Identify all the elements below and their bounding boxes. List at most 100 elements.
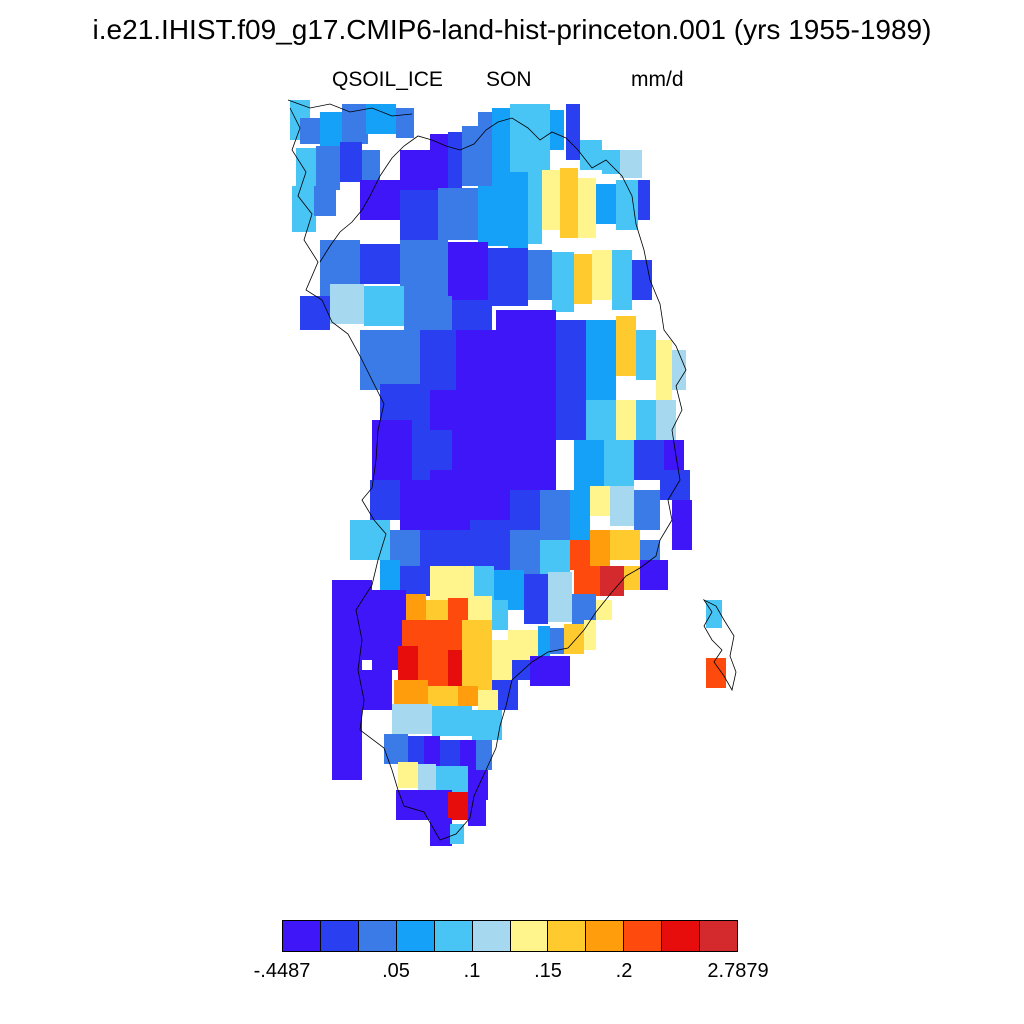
map-cell bbox=[400, 240, 448, 296]
map-cell bbox=[430, 470, 470, 530]
map-cell bbox=[596, 184, 616, 224]
map-cell bbox=[550, 110, 564, 150]
map-cell bbox=[556, 320, 586, 440]
map-cell bbox=[660, 470, 690, 500]
plot-title: i.e21.IHIST.f09_g17.CMIP6-land-hist-prin… bbox=[92, 14, 932, 45]
map-cell bbox=[706, 658, 726, 688]
map-cell bbox=[360, 330, 420, 390]
coastline-west bbox=[289, 107, 687, 841]
map-cell bbox=[384, 734, 408, 764]
map-cell bbox=[634, 440, 664, 480]
map-cell bbox=[570, 490, 590, 550]
map-cell bbox=[316, 146, 340, 190]
map-cell bbox=[620, 150, 642, 178]
map-cell bbox=[672, 350, 686, 390]
map-cell bbox=[360, 244, 400, 284]
map-cell bbox=[392, 704, 432, 734]
map-cell bbox=[372, 420, 412, 480]
map-cell bbox=[478, 112, 492, 188]
map-cell bbox=[624, 566, 640, 590]
units-label: mm/d bbox=[631, 68, 684, 91]
map-cell bbox=[332, 580, 372, 660]
map-cell bbox=[362, 150, 380, 180]
map-cell bbox=[458, 686, 478, 706]
map-cell bbox=[550, 628, 564, 654]
map-cell bbox=[538, 626, 550, 656]
map-cell bbox=[332, 660, 362, 780]
map-cell bbox=[616, 400, 636, 450]
colorbar bbox=[282, 920, 738, 952]
map-cell bbox=[400, 150, 430, 190]
map-cell bbox=[472, 710, 502, 740]
colorbar-swatch-0 bbox=[283, 921, 321, 951]
map-cell bbox=[706, 600, 722, 628]
map-cell bbox=[542, 170, 560, 230]
map-cell bbox=[448, 792, 468, 820]
map-cell bbox=[408, 736, 424, 766]
map-cell bbox=[340, 142, 362, 182]
map-cell bbox=[574, 254, 592, 304]
map-cell bbox=[462, 126, 478, 186]
coastline bbox=[287, 99, 737, 841]
map-cell bbox=[462, 660, 492, 690]
map-cell bbox=[578, 178, 596, 238]
map-cell bbox=[296, 148, 318, 188]
map-cell bbox=[476, 740, 492, 770]
map-cell bbox=[580, 140, 602, 170]
map-cell bbox=[300, 296, 330, 330]
map-cell bbox=[570, 540, 590, 570]
map-cell bbox=[492, 600, 508, 630]
map-cell bbox=[398, 762, 418, 788]
colorbar-label-4: .2 bbox=[615, 960, 633, 982]
map-cell bbox=[364, 286, 404, 326]
colorbar-swatch-6 bbox=[510, 921, 549, 951]
map-cell bbox=[488, 248, 528, 306]
map-cell bbox=[534, 104, 550, 172]
map-cells bbox=[290, 100, 726, 846]
colorbar-label-1: .05 bbox=[382, 960, 410, 982]
colorbar-label-2: .1 bbox=[463, 960, 481, 982]
map-cell bbox=[634, 490, 660, 530]
map-cell bbox=[398, 646, 418, 686]
map-cell bbox=[428, 686, 458, 706]
map-cell bbox=[438, 188, 478, 240]
map-cell bbox=[528, 250, 552, 300]
variable-label: QSOIL_ICE bbox=[332, 68, 443, 91]
map-cell bbox=[468, 796, 486, 826]
map-cell bbox=[400, 190, 438, 240]
map-cell bbox=[656, 400, 676, 440]
map-cell bbox=[300, 118, 322, 144]
map-cell bbox=[616, 180, 638, 230]
colorbar-swatch-4 bbox=[434, 921, 473, 951]
map-cell bbox=[418, 764, 436, 790]
colorbar-label-0: -.4487 bbox=[253, 960, 311, 982]
map-cell bbox=[610, 530, 640, 560]
map-cell bbox=[396, 790, 452, 820]
map-cell bbox=[396, 108, 414, 138]
map-cell bbox=[492, 640, 512, 680]
colorbar-swatch-11 bbox=[700, 921, 738, 951]
map-cell bbox=[370, 480, 400, 520]
map-cell bbox=[440, 740, 460, 770]
map-cell bbox=[590, 530, 610, 570]
colorbar-swatch-8 bbox=[586, 921, 625, 951]
map-cell bbox=[610, 486, 634, 526]
map-cell bbox=[574, 566, 600, 596]
map-cell bbox=[420, 530, 470, 570]
map-cell bbox=[564, 624, 584, 654]
colorbar-swatch-3 bbox=[396, 921, 435, 951]
map-cell bbox=[350, 520, 390, 560]
map-cell bbox=[600, 566, 624, 596]
map-cell bbox=[330, 284, 364, 324]
colorbar-swatch-7 bbox=[548, 921, 587, 951]
map-cell bbox=[362, 670, 392, 710]
map-cell bbox=[448, 132, 462, 188]
map-cell bbox=[430, 134, 450, 190]
season-label: SON bbox=[486, 68, 532, 91]
map-cell bbox=[656, 340, 672, 400]
map-cell bbox=[592, 250, 612, 300]
map-cell bbox=[566, 104, 580, 160]
colorbar-swatch-2 bbox=[358, 921, 397, 951]
map-cell bbox=[612, 250, 632, 310]
